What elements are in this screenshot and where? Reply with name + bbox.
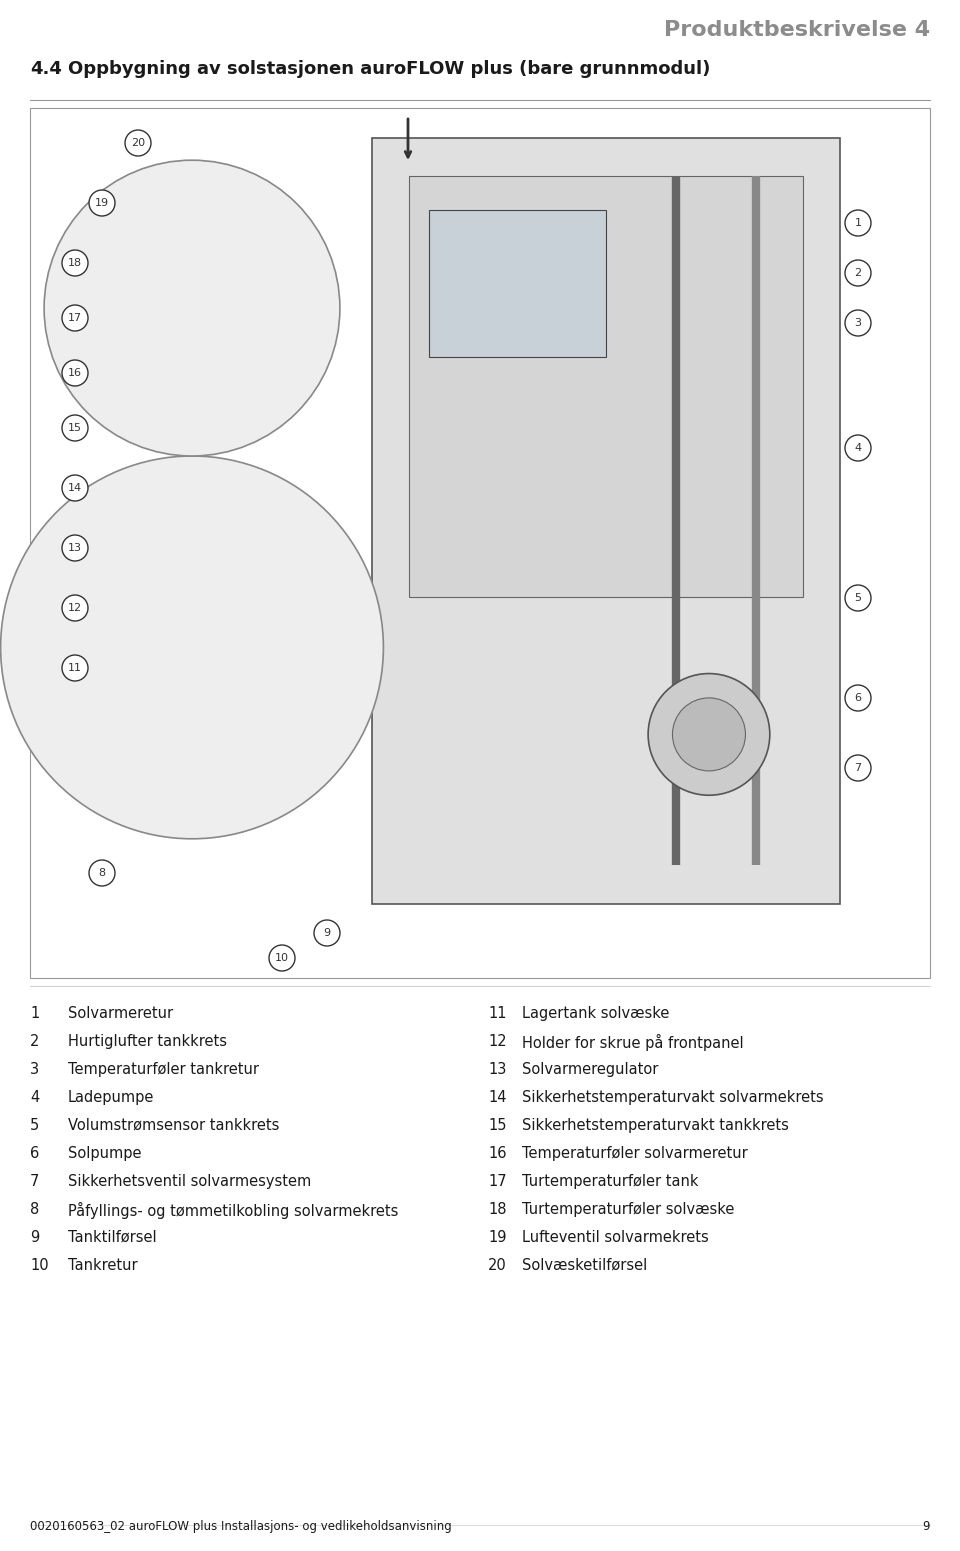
Circle shape — [845, 755, 871, 782]
Circle shape — [845, 209, 871, 236]
Circle shape — [89, 859, 115, 886]
Text: 6: 6 — [854, 693, 861, 703]
Text: 4: 4 — [854, 444, 861, 453]
Text: 10: 10 — [30, 1258, 49, 1273]
Circle shape — [672, 698, 746, 771]
Text: Turtemperaturføler solvæske: Turtemperaturføler solvæske — [522, 1202, 734, 1218]
Circle shape — [62, 360, 88, 386]
Text: Lufteventil solvarmekrets: Lufteventil solvarmekrets — [522, 1230, 708, 1245]
Text: Holder for skrue på frontpanel: Holder for skrue på frontpanel — [522, 1035, 744, 1052]
Text: Sikkerhetsventil solvarmesystem: Sikkerhetsventil solvarmesystem — [68, 1174, 311, 1190]
Text: Ladepumpe: Ladepumpe — [68, 1090, 155, 1104]
Text: Lagertank solvæske: Lagertank solvæske — [522, 1007, 669, 1021]
Circle shape — [125, 130, 151, 157]
Circle shape — [845, 261, 871, 285]
Text: 9: 9 — [324, 927, 330, 938]
Text: 2: 2 — [854, 268, 861, 278]
Text: 7: 7 — [854, 763, 861, 772]
Text: 14: 14 — [68, 482, 82, 493]
Text: 18: 18 — [488, 1202, 507, 1218]
Bar — [409, 177, 803, 597]
Circle shape — [62, 306, 88, 330]
Text: 18: 18 — [68, 257, 82, 268]
Text: Oppbygning av solstasjonen auroFLOW plus (bare grunnmodul): Oppbygning av solstasjonen auroFLOW plus… — [68, 60, 710, 78]
Text: 11: 11 — [68, 662, 82, 673]
Text: 5: 5 — [854, 592, 861, 603]
Bar — [372, 138, 840, 904]
Circle shape — [845, 585, 871, 611]
Text: 5: 5 — [30, 1118, 39, 1132]
Text: Tanktilførsel: Tanktilførsel — [68, 1230, 156, 1245]
Text: 17: 17 — [68, 313, 82, 323]
Text: 19: 19 — [95, 199, 109, 208]
Text: 4.4: 4.4 — [30, 60, 61, 78]
Text: Tankretur: Tankretur — [68, 1258, 137, 1273]
Circle shape — [89, 191, 115, 216]
Circle shape — [845, 434, 871, 461]
Circle shape — [269, 945, 295, 971]
Text: 19: 19 — [488, 1230, 507, 1245]
Text: 13: 13 — [68, 543, 82, 554]
Text: 10: 10 — [275, 952, 289, 963]
Text: 6: 6 — [30, 1146, 39, 1162]
Circle shape — [845, 310, 871, 337]
Text: Solvarmeretur: Solvarmeretur — [68, 1007, 173, 1021]
Text: 16: 16 — [488, 1146, 507, 1162]
Text: 13: 13 — [488, 1062, 506, 1076]
Text: 14: 14 — [488, 1090, 507, 1104]
Text: 15: 15 — [488, 1118, 507, 1132]
Text: 3: 3 — [30, 1062, 39, 1076]
Text: Hurtiglufter tankkrets: Hurtiglufter tankkrets — [68, 1035, 227, 1048]
Text: Påfyllings- og tømmetilkobling solvarmekrets: Påfyllings- og tømmetilkobling solvarmek… — [68, 1202, 398, 1219]
Text: Produktbeskrivelse 4: Produktbeskrivelse 4 — [664, 20, 930, 40]
Text: 9: 9 — [923, 1520, 930, 1532]
Text: Solvarmeregulator: Solvarmeregulator — [522, 1062, 659, 1076]
Bar — [30, 109, 930, 979]
Circle shape — [648, 673, 770, 796]
Circle shape — [845, 686, 871, 710]
Text: 8: 8 — [30, 1202, 39, 1218]
Circle shape — [62, 416, 88, 440]
Text: 12: 12 — [68, 603, 82, 613]
Circle shape — [62, 475, 88, 501]
Circle shape — [1, 456, 383, 839]
Circle shape — [62, 655, 88, 681]
Text: 2: 2 — [30, 1035, 39, 1048]
Bar — [429, 209, 606, 357]
Text: 16: 16 — [68, 368, 82, 378]
Circle shape — [314, 920, 340, 946]
Text: Temperaturføler solvarmeretur: Temperaturføler solvarmeretur — [522, 1146, 748, 1162]
Text: 17: 17 — [488, 1174, 507, 1190]
Circle shape — [62, 596, 88, 620]
Text: 8: 8 — [99, 869, 106, 878]
Text: 1: 1 — [30, 1007, 39, 1021]
Text: Turtemperaturføler tank: Turtemperaturføler tank — [522, 1174, 699, 1190]
Text: 20: 20 — [131, 138, 145, 147]
Text: 4: 4 — [30, 1090, 39, 1104]
Text: 0020160563_02 auroFLOW plus Installasjons- og vedlikeholdsanvisning: 0020160563_02 auroFLOW plus Installasjon… — [30, 1520, 452, 1532]
Text: 15: 15 — [68, 423, 82, 433]
Circle shape — [62, 250, 88, 276]
Text: Solpumpe: Solpumpe — [68, 1146, 141, 1162]
Text: 11: 11 — [488, 1007, 507, 1021]
Circle shape — [62, 535, 88, 561]
Text: 12: 12 — [488, 1035, 507, 1048]
Text: 20: 20 — [488, 1258, 507, 1273]
Text: 1: 1 — [854, 219, 861, 228]
Text: Sikkerhetstemperaturvakt tankkrets: Sikkerhetstemperaturvakt tankkrets — [522, 1118, 789, 1132]
Text: 7: 7 — [30, 1174, 39, 1190]
Circle shape — [44, 160, 340, 456]
Text: Solvæsketilførsel: Solvæsketilførsel — [522, 1258, 647, 1273]
Text: 3: 3 — [854, 318, 861, 327]
Text: 9: 9 — [30, 1230, 39, 1245]
Text: Sikkerhetstemperaturvakt solvarmekrets: Sikkerhetstemperaturvakt solvarmekrets — [522, 1090, 824, 1104]
Text: Volumstrømsensor tankkrets: Volumstrømsensor tankkrets — [68, 1118, 279, 1132]
Text: Temperaturføler tankretur: Temperaturføler tankretur — [68, 1062, 259, 1076]
